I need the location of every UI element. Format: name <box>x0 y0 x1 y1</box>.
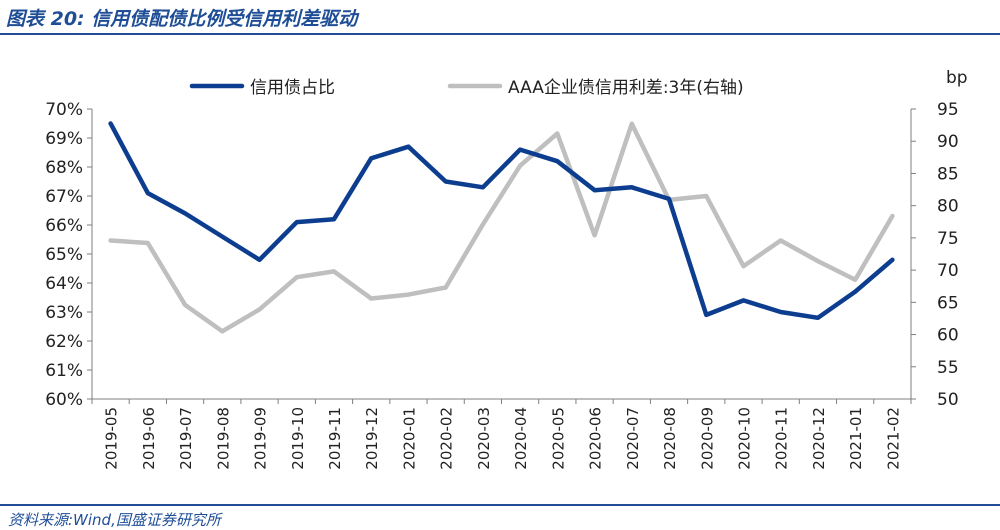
left-tick-label: 63% <box>45 303 83 323</box>
x-tick-label: 2020-01 <box>400 407 418 470</box>
x-tick-label: 2019-06 <box>140 407 158 470</box>
x-tick-label: 2019-07 <box>177 407 195 470</box>
right-tick-label: 60 <box>937 326 959 346</box>
x-tick-label: 2020-09 <box>698 407 716 470</box>
right-tick-label: 90 <box>937 132 959 152</box>
figure-footer: 资料来源:Wind,国盛证券研究所 <box>0 504 1000 530</box>
x-tick-label: 2019-09 <box>252 407 270 470</box>
source-note: 资料来源:Wind,国盛证券研究所 <box>8 511 221 529</box>
figure-header: 图表 20: 信用债配债比例受信用利差驱动 <box>0 0 1000 35</box>
x-tick-label: 2020-12 <box>810 407 828 470</box>
series-line-2 <box>108 121 895 334</box>
left-tick-label: 67% <box>45 187 83 207</box>
right-tick-label: 65 <box>937 293 959 313</box>
series-lines <box>108 121 895 334</box>
right-tick-label: 85 <box>937 164 959 184</box>
left-tick-label: 60% <box>45 390 83 410</box>
left-tick-label: 70% <box>45 100 83 120</box>
line-chart: 信用债占比 AAA企业债信用利差:3年(右轴) bp 70% 69% 68% 67% 6… <box>45 68 968 470</box>
right-tick-label: 70 <box>937 261 959 281</box>
right-tick-label: 50 <box>937 390 959 410</box>
x-tick-label: 2020-06 <box>587 407 605 470</box>
x-tick-label: 2020-02 <box>438 407 456 470</box>
axes: 70% 69% 68% 67% 66% 65% 64% 63% 62% 61% 60% 95 90 85 8… <box>45 100 958 470</box>
left-tick-label: 66% <box>45 216 83 236</box>
x-tick-label: 2019-08 <box>214 407 232 470</box>
right-tick-label: 55 <box>937 358 959 378</box>
header-rule <box>0 33 1000 35</box>
right-axis-unit-label: bp <box>946 68 968 88</box>
footer-rule <box>0 504 1000 506</box>
legend-label-series-2: AAA企业债信用利差:3年(右轴) <box>508 78 744 98</box>
x-tick-label: 2020-10 <box>735 407 753 470</box>
x-tick-label: 2019-11 <box>326 407 344 470</box>
left-tick-label: 69% <box>45 129 83 149</box>
x-tick-label: 2021-02 <box>884 407 902 470</box>
legend-label-series-1: 信用债占比 <box>250 78 335 98</box>
right-tick-label: 95 <box>937 100 959 120</box>
x-tick-label: 2020-04 <box>512 407 530 470</box>
legend: 信用债占比 AAA企业债信用利差:3年(右轴) <box>189 78 744 98</box>
x-tick-label: 2019-12 <box>363 407 381 470</box>
right-tick-label: 80 <box>937 197 959 217</box>
x-tick-label: 2019-10 <box>289 407 307 470</box>
x-tick-label: 2020-05 <box>549 407 567 470</box>
x-tick-label: 2020-07 <box>624 407 642 470</box>
series-line-1 <box>108 121 895 321</box>
right-tick-label: 75 <box>937 229 959 249</box>
x-tick-label: 2019-05 <box>103 407 121 470</box>
left-tick-label: 68% <box>45 158 83 178</box>
left-tick-label: 62% <box>45 332 83 352</box>
x-tick-label: 2021-01 <box>847 407 865 470</box>
chart-container: 信用债占比 AAA企业债信用利差:3年(右轴) bp 70% 69% 68% 67% 6… <box>0 36 1000 504</box>
left-tick-label: 65% <box>45 245 83 265</box>
left-tick-label: 61% <box>45 361 83 381</box>
x-tick-label: 2020-03 <box>475 407 493 470</box>
figure-title: 图表 20: 信用债配债比例受信用利差驱动 <box>6 8 358 30</box>
x-tick-label: 2020-08 <box>661 407 679 470</box>
x-tick-label: 2020-11 <box>773 407 791 470</box>
left-tick-label: 64% <box>45 274 83 294</box>
